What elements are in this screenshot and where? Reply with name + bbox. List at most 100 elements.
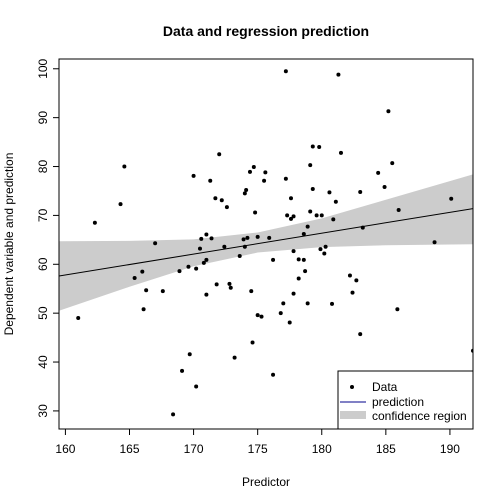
- data-point: [247, 169, 252, 174]
- y-tick-label: 30: [36, 404, 50, 418]
- data-point: [255, 313, 260, 318]
- y-tick-label: 50: [36, 306, 50, 320]
- data-point: [271, 257, 276, 262]
- data-point: [396, 208, 401, 213]
- data-point: [347, 273, 352, 278]
- data-point: [244, 187, 249, 192]
- data-point: [283, 176, 288, 181]
- y-tick-label: 80: [36, 160, 50, 174]
- data-point: [245, 235, 250, 240]
- data-point: [303, 269, 308, 274]
- chart-title: Data and regression prediction: [163, 23, 369, 39]
- data-point: [382, 185, 387, 190]
- legend-confidence-swatch: [340, 411, 366, 419]
- data-points: [76, 69, 473, 417]
- data-point: [432, 240, 437, 245]
- data-point: [186, 264, 191, 269]
- data-point: [118, 202, 123, 207]
- data-point: [330, 301, 335, 306]
- data-point: [336, 72, 341, 77]
- data-point: [194, 266, 199, 271]
- data-point: [263, 170, 268, 175]
- data-point: [322, 251, 327, 256]
- data-point: [227, 281, 232, 286]
- data-point: [331, 217, 336, 222]
- x-tick-label: 165: [119, 442, 139, 456]
- data-point: [327, 190, 332, 195]
- data-point: [296, 276, 301, 281]
- data-point: [317, 144, 322, 149]
- data-point: [287, 320, 292, 325]
- data-point: [301, 231, 306, 236]
- data-point: [204, 292, 209, 297]
- data-point: [291, 249, 296, 254]
- y-tick-label: 60: [36, 257, 50, 271]
- data-point: [219, 198, 224, 203]
- data-point: [92, 220, 97, 225]
- data-point: [301, 257, 306, 262]
- data-point: [122, 164, 127, 169]
- data-point: [255, 234, 260, 239]
- prediction-line: [59, 208, 473, 277]
- data-point: [323, 244, 328, 249]
- data-point: [358, 332, 363, 337]
- data-point: [310, 144, 315, 149]
- legend-prediction-label: prediction: [372, 395, 424, 409]
- y-tick-label: 70: [36, 208, 50, 222]
- data-point: [153, 241, 158, 246]
- data-point: [180, 368, 185, 373]
- data-point: [171, 412, 176, 417]
- data-point: [209, 236, 214, 241]
- data-point: [197, 246, 202, 251]
- data-point: [285, 213, 290, 218]
- data-point: [271, 372, 276, 377]
- data-point: [194, 384, 199, 389]
- plot-frame: [58, 58, 474, 430]
- data-point: [259, 314, 264, 319]
- data-point: [249, 289, 254, 294]
- x-tick-label: 180: [312, 442, 332, 456]
- data-point: [283, 69, 288, 74]
- y-tick-label: 90: [36, 111, 50, 125]
- data-point: [267, 235, 272, 240]
- data-point: [333, 199, 338, 204]
- data-point: [251, 165, 256, 170]
- data-point: [305, 301, 310, 306]
- data-point: [187, 352, 192, 357]
- data-point: [354, 278, 359, 283]
- data-point: [253, 210, 258, 215]
- data-point: [204, 232, 209, 237]
- data-point: [288, 196, 293, 201]
- data-point: [291, 291, 296, 296]
- x-tick-label: 160: [55, 442, 75, 456]
- data-point: [288, 216, 293, 221]
- data-point: [237, 253, 242, 258]
- data-point: [132, 275, 137, 280]
- data-point: [191, 173, 196, 178]
- legend-data-marker: [350, 385, 354, 389]
- data-point: [395, 307, 400, 312]
- y-axis-label: Dependent variable and prediction: [2, 153, 16, 336]
- x-axis-label: Predictor: [242, 475, 290, 489]
- data-point: [358, 189, 363, 194]
- data-point: [222, 244, 227, 249]
- data-point: [308, 209, 313, 214]
- data-point: [224, 205, 229, 210]
- legend: Data prediction confidence region: [337, 370, 474, 430]
- data-point: [338, 150, 343, 155]
- data-point: [141, 307, 146, 312]
- x-axis: 160 165 170 175 180 185 190: [55, 429, 460, 456]
- data-point: [314, 213, 319, 218]
- data-point: [214, 282, 219, 287]
- data-point: [308, 163, 313, 168]
- x-tick-label: 190: [440, 442, 460, 456]
- data-point: [242, 244, 247, 249]
- legend-box: [337, 370, 474, 430]
- data-point: [360, 225, 365, 230]
- data-point: [217, 152, 222, 157]
- legend-data-label: Data: [372, 380, 398, 394]
- data-point: [310, 187, 315, 192]
- plot-area: [59, 69, 473, 417]
- data-point: [76, 316, 81, 321]
- data-point: [177, 269, 182, 274]
